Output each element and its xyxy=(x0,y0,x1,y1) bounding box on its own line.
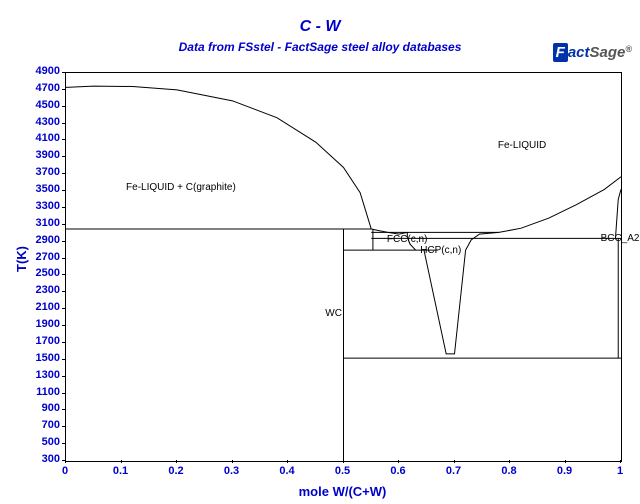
y-tick-mark xyxy=(62,106,65,107)
y-tick-label: 4100 xyxy=(25,132,60,144)
plot-area xyxy=(65,72,622,462)
y-tick-mark xyxy=(62,156,65,157)
x-tick-label: 0.9 xyxy=(547,465,583,477)
y-tick-mark xyxy=(62,89,65,90)
x-tick-label: 0.1 xyxy=(103,465,139,477)
y-tick-label: 4300 xyxy=(25,116,60,128)
y-tick-label: 3700 xyxy=(25,166,60,178)
x-tick-mark xyxy=(232,460,233,463)
y-tick-mark xyxy=(62,258,65,259)
y-tick-mark xyxy=(62,409,65,410)
y-tick-mark xyxy=(62,173,65,174)
y-tick-label: 1700 xyxy=(25,335,60,347)
y-tick-label: 2900 xyxy=(25,234,60,246)
y-tick-label: 500 xyxy=(25,436,60,448)
logo-suffix: Sage xyxy=(590,44,626,61)
region-label: HCP(c,n) xyxy=(420,245,461,256)
y-tick-mark xyxy=(62,190,65,191)
x-tick-mark xyxy=(509,460,510,463)
y-tick-mark xyxy=(62,123,65,124)
y-tick-label: 2300 xyxy=(25,284,60,296)
region-label: WC xyxy=(242,308,342,319)
y-tick-mark xyxy=(62,359,65,360)
y-tick-label: 1500 xyxy=(25,352,60,364)
y-tick-label: 4900 xyxy=(25,65,60,77)
y-tick-mark xyxy=(62,291,65,292)
x-tick-mark xyxy=(121,460,122,463)
y-tick-mark xyxy=(62,274,65,275)
y-tick-label: 4500 xyxy=(25,99,60,111)
x-tick-mark xyxy=(565,460,566,463)
x-tick-label: 0.3 xyxy=(214,465,250,477)
y-tick-label: 900 xyxy=(25,402,60,414)
y-tick-mark xyxy=(62,376,65,377)
y-tick-mark xyxy=(62,139,65,140)
y-tick-label: 300 xyxy=(25,453,60,465)
x-tick-mark xyxy=(620,460,621,463)
y-tick-label: 2700 xyxy=(25,251,60,263)
logo-box: F xyxy=(553,43,568,62)
y-tick-label: 700 xyxy=(25,419,60,431)
x-tick-label: 0.6 xyxy=(380,465,416,477)
x-tick-mark xyxy=(343,460,344,463)
chart-subtitle: Data from FSstel - FactSage steel alloy … xyxy=(0,40,640,54)
y-tick-label: 2500 xyxy=(25,267,60,279)
region-label: Fe-LIQUID xyxy=(498,140,546,151)
y-tick-label: 4700 xyxy=(25,82,60,94)
x-tick-label: 0.4 xyxy=(269,465,305,477)
phase-diagram-canvas: C - W Data from FSstel - FactSage steel … xyxy=(0,0,640,504)
y-tick-mark xyxy=(62,325,65,326)
region-label: Fe-LIQUID + C(graphite) xyxy=(126,182,236,193)
x-tick-label: 1 xyxy=(602,465,638,477)
y-tick-label: 3100 xyxy=(25,217,60,229)
x-tick-label: 0.8 xyxy=(491,465,527,477)
y-tick-mark xyxy=(62,72,65,73)
x-tick-mark xyxy=(398,460,399,463)
y-tick-label: 1900 xyxy=(25,318,60,330)
y-tick-mark xyxy=(62,342,65,343)
x-tick-label: 0 xyxy=(47,465,83,477)
region-label: BCC_A2 xyxy=(601,233,640,244)
x-tick-mark xyxy=(65,460,66,463)
logo-reg: ® xyxy=(625,44,632,54)
y-tick-label: 1100 xyxy=(25,386,60,398)
y-tick-mark xyxy=(62,308,65,309)
y-tick-mark xyxy=(62,426,65,427)
x-axis-label: mole W/(C+W) xyxy=(65,484,620,499)
y-tick-mark xyxy=(62,443,65,444)
x-tick-label: 0.7 xyxy=(436,465,472,477)
y-tick-mark xyxy=(62,207,65,208)
logo-mid: act xyxy=(568,44,590,61)
y-tick-mark xyxy=(62,393,65,394)
chart-title: C - W xyxy=(0,18,640,36)
y-tick-mark xyxy=(62,241,65,242)
y-tick-label: 2100 xyxy=(25,301,60,313)
y-tick-label: 3900 xyxy=(25,149,60,161)
x-tick-mark xyxy=(454,460,455,463)
y-tick-label: 1300 xyxy=(25,369,60,381)
x-tick-mark xyxy=(287,460,288,463)
y-tick-label: 3500 xyxy=(25,183,60,195)
factsage-logo: FactSage® xyxy=(553,44,632,62)
y-tick-mark xyxy=(62,224,65,225)
x-tick-label: 0.5 xyxy=(325,465,361,477)
y-tick-label: 3300 xyxy=(25,200,60,212)
x-tick-label: 0.2 xyxy=(158,465,194,477)
region-label: FCC(c,n) xyxy=(387,234,428,245)
phase-curves xyxy=(66,73,621,461)
x-tick-mark xyxy=(176,460,177,463)
